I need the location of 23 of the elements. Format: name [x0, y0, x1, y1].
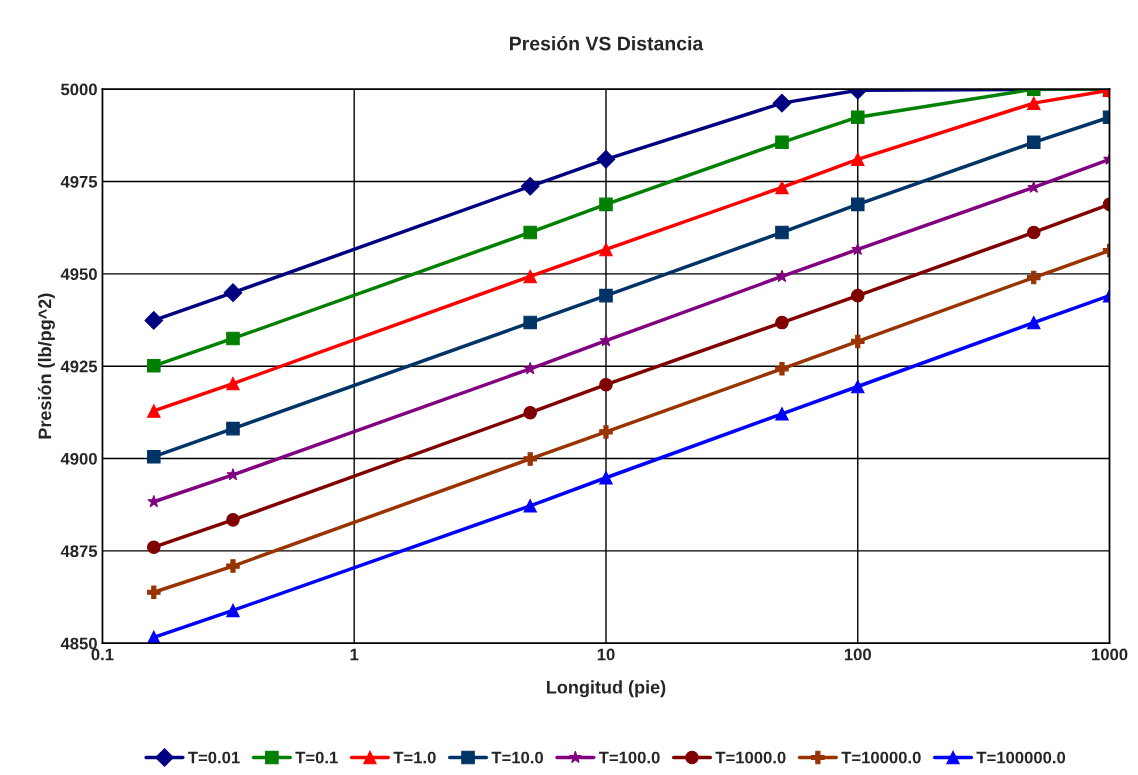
x-axis-title: Longitud (pie): [547, 680, 666, 698]
y-tick-label: 4950: [60, 268, 97, 281]
x-tick-label: 100: [844, 648, 871, 661]
legend-label: T=100000.0: [976, 751, 1066, 764]
legend-label: T=10.0: [491, 751, 544, 764]
x-tick-label: 1: [350, 648, 359, 661]
y-tick-label: 4875: [60, 545, 98, 558]
y-tick-label: 4900: [60, 452, 97, 465]
legend-label: T=100.0: [598, 751, 660, 764]
y-tick-label: 5000: [61, 83, 97, 96]
chart-title: Presión VS Distancia: [510, 35, 704, 51]
y-axis-title: Presión (lb/pg^2): [37, 293, 55, 439]
legend-label: T=0.01: [188, 751, 240, 764]
legend-label: T=1.0: [393, 751, 436, 764]
legend-label: T=10000.0: [841, 751, 921, 764]
legend-label: T=0.1: [295, 751, 338, 764]
x-tick-label: 10: [597, 648, 615, 661]
legend-label: T=1000.0: [715, 751, 786, 764]
x-tick-label: 0.1: [91, 648, 114, 661]
y-tick-label: 4850: [60, 637, 97, 650]
x-tick-label: 1000: [1092, 648, 1128, 661]
y-tick-label: 4925: [60, 360, 98, 373]
y-tick-label: 4975: [60, 175, 98, 188]
